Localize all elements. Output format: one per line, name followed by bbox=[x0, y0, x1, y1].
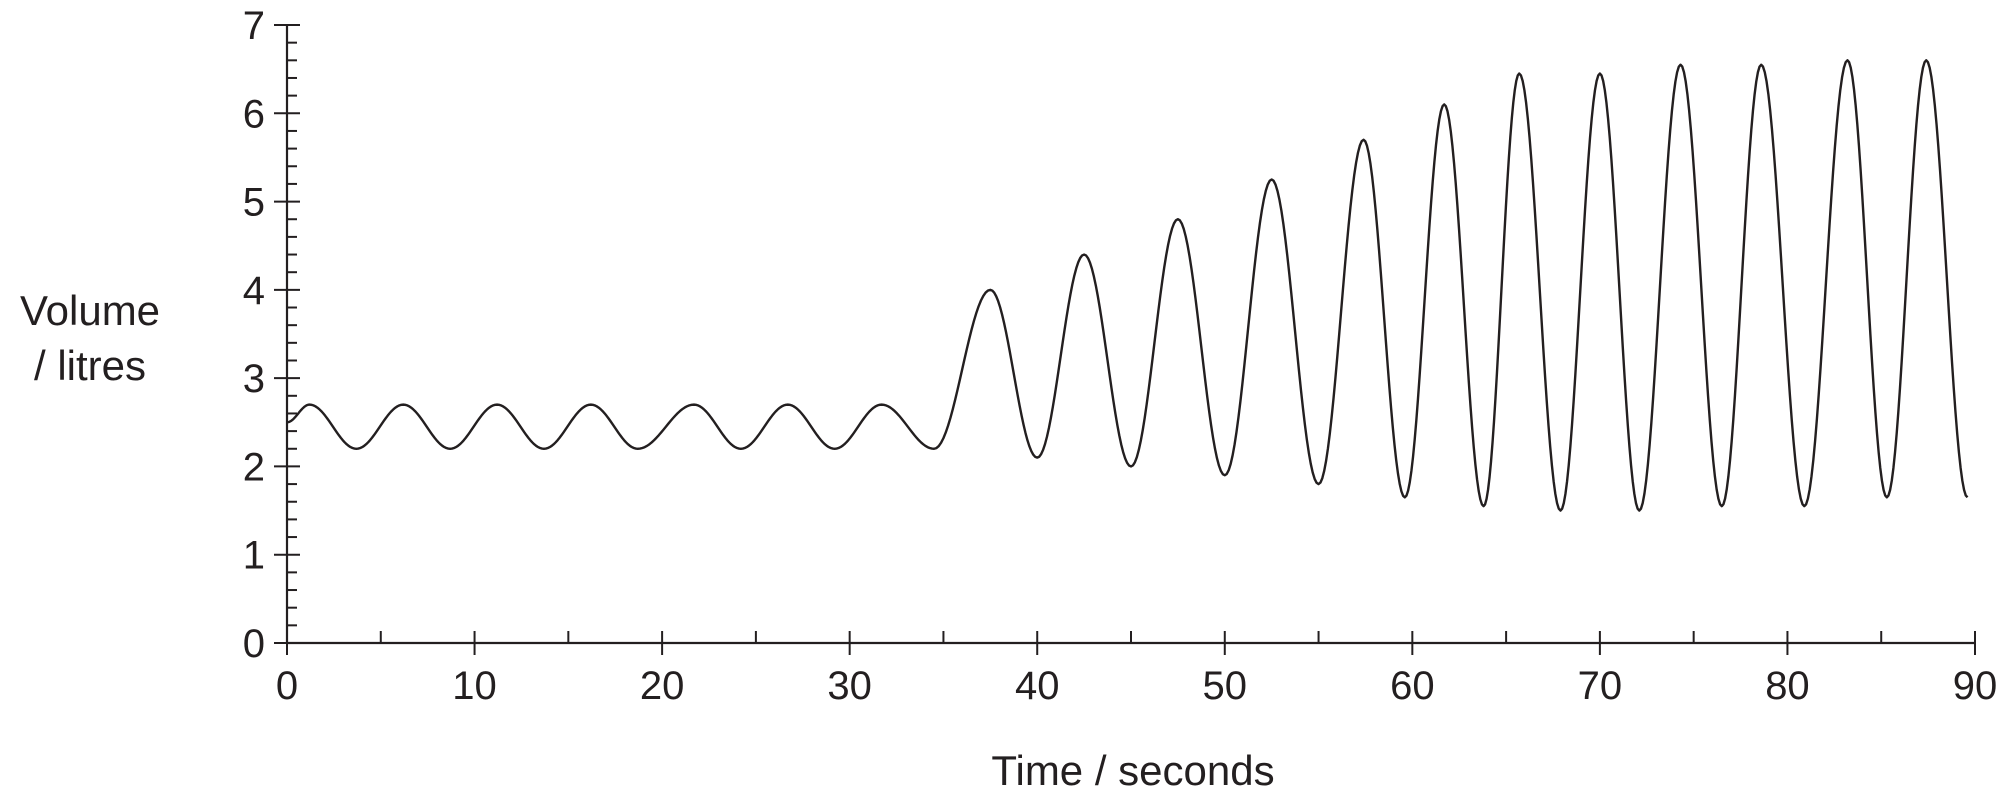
y-tick-label: 3 bbox=[243, 357, 265, 401]
y-tick-label: 2 bbox=[243, 445, 265, 489]
volume-trace-line bbox=[286, 59, 1969, 512]
x-tick-label: 70 bbox=[1578, 664, 1623, 708]
y-tick-label: 6 bbox=[243, 92, 265, 136]
x-tick-label: 10 bbox=[452, 664, 497, 708]
y-tick-label: 7 bbox=[243, 4, 265, 48]
y-axis-title-line-2: / litres bbox=[34, 342, 146, 389]
y-axis: 0 1 2 3 4 5 6 7 bbox=[243, 4, 300, 666]
x-tick-label: 30 bbox=[827, 664, 872, 708]
y-tick-label: 0 bbox=[243, 622, 265, 666]
x-tick-label: 40 bbox=[1015, 664, 1060, 708]
x-tick-label: 20 bbox=[640, 664, 685, 708]
x-axis-title: Time / seconds bbox=[991, 747, 1274, 794]
x-tick-label: 80 bbox=[1765, 664, 1810, 708]
x-tick-label: 0 bbox=[276, 664, 298, 708]
y-tick-label: 4 bbox=[243, 269, 265, 313]
plot-area bbox=[286, 59, 1969, 512]
y-axis-title-line-1: Volume bbox=[20, 287, 160, 334]
x-tick-label: 60 bbox=[1390, 664, 1435, 708]
x-tick-label: 50 bbox=[1203, 664, 1248, 708]
x-axis: 0 10 20 30 40 50 60 70 80 90 bbox=[276, 631, 1997, 708]
x-tick-label: 90 bbox=[1953, 664, 1998, 708]
y-tick-label: 1 bbox=[243, 534, 265, 578]
y-tick-label: 5 bbox=[243, 181, 265, 225]
